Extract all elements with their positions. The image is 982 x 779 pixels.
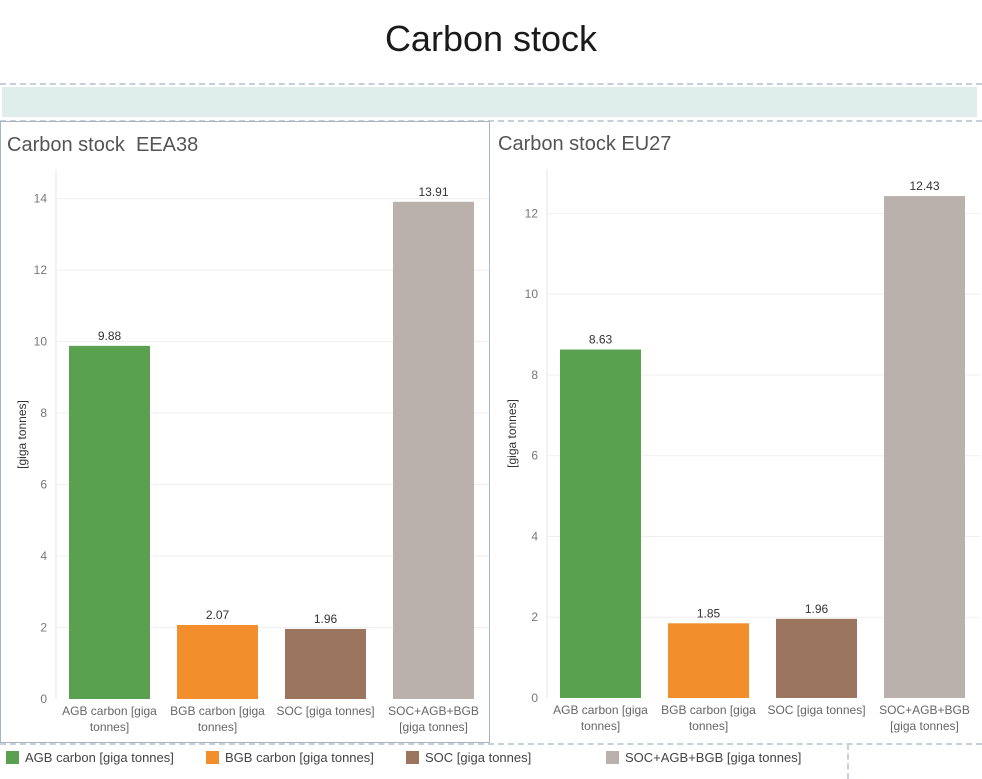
data-label-soc-eu27: 1.96 [805, 602, 829, 616]
y-tick-label: 10 [34, 335, 48, 349]
legend: AGB carbon [giga tonnes] BGB carbon [gig… [0, 744, 848, 779]
filter-band [2, 87, 977, 117]
y-tick-label: 12 [34, 263, 48, 277]
page-title: Carbon stock [384, 18, 598, 59]
bar-chart-eu27: 0 2 4 6 8 10 12 [giga tonnes] 8.63 AGB carbon [gi… [505, 169, 980, 733]
chart-panel-eu27: Carbon stock EU27 0 2 4 6 8 10 12 [giga tonnes]… [492, 121, 982, 743]
y-tick-label: 0 [40, 692, 47, 706]
legend-item-bgb[interactable]: BGB carbon [giga tonnes] [206, 750, 374, 765]
data-label-soc-eea38: 1.96 [314, 612, 338, 626]
legend-item-total[interactable]: SOC+AGB+BGB [giga tonnes] [606, 750, 801, 765]
divider-mid [0, 120, 982, 122]
x-tick-label-agb-eu27: AGB carbon [giga tonnes] [553, 703, 648, 733]
y-tick-label: 8 [40, 406, 47, 420]
data-label-total-eea38: 13.91 [418, 185, 448, 199]
x-tick-label-total-eea38: SOC+AGB+BGB [giga tonnes] [388, 704, 479, 734]
chart-panel-eea38: Carbon stock EEA38 0 2 4 6 8 10 12 14 [giga tonn… [0, 121, 490, 743]
bar-bgb-eu27[interactable] [668, 623, 749, 698]
chart-title-eea38: Carbon stock EEA38 [7, 134, 199, 156]
divider-bottom [0, 743, 982, 745]
y-axis-title-eu27: [giga tonnes] [505, 399, 519, 468]
legend-swatch-total [606, 751, 619, 764]
x-tick-label-soc-eu27: SOC [giga tonnes] [767, 703, 865, 717]
y-tick-label: 10 [525, 287, 539, 301]
legend-label-agb: AGB carbon [giga tonnes] [25, 750, 174, 765]
y-tick-label: 2 [40, 621, 47, 635]
y-axis-title-eea38: [giga tonnes] [15, 400, 29, 469]
bar-agb-eea38[interactable] [69, 345, 150, 699]
legend-swatch-agb [6, 751, 19, 764]
x-tick-label-bgb-eea38: BGB carbon [giga tonnes] [170, 704, 265, 734]
bar-total-eu27[interactable] [884, 196, 965, 698]
data-label-agb-eu27: 8.63 [589, 333, 613, 347]
legend-label-soc: SOC [giga tonnes] [425, 750, 532, 765]
y-tick-label: 14 [34, 192, 48, 206]
y-tick-label: 2 [531, 610, 538, 624]
x-tick-label-total-eu27: SOC+AGB+BGB [giga tonnes] [879, 703, 970, 733]
x-tick-label-agb-eea38: AGB carbon [giga tonnes] [62, 704, 157, 734]
data-label-total-eu27: 12.43 [909, 179, 939, 193]
chart-title-eu27: Carbon stock EU27 [498, 133, 672, 155]
legend-item-agb[interactable]: AGB carbon [giga tonnes] [6, 750, 174, 765]
legend-label-bgb: BGB carbon [giga tonnes] [225, 750, 374, 765]
data-label-agb-eea38: 9.88 [98, 329, 122, 343]
bar-chart-eea38: 0 2 4 6 8 10 12 14 [giga tonnes] 9.88 AGB carbon [… [15, 170, 489, 734]
bar-soc-eea38[interactable] [285, 628, 366, 699]
legend-label-total: SOC+AGB+BGB [giga tonnes] [625, 750, 802, 765]
x-tick-label-soc-eea38: SOC [giga tonnes] [276, 704, 374, 718]
bar-agb-eu27[interactable] [560, 349, 641, 698]
legend-swatch-soc [406, 751, 419, 764]
data-label-bgb-eu27: 1.85 [697, 606, 721, 620]
y-tick-label: 6 [40, 478, 47, 492]
divider-top [0, 83, 982, 85]
y-tick-label: 4 [531, 529, 538, 543]
legend-swatch-bgb [206, 751, 219, 764]
legend-item-soc[interactable]: SOC [giga tonnes] [406, 750, 531, 765]
bar-total-eea38[interactable] [393, 201, 474, 699]
y-tick-label: 8 [531, 368, 538, 382]
y-tick-label: 6 [531, 449, 538, 463]
y-tick-label: 12 [525, 206, 539, 220]
data-label-bgb-eea38: 2.07 [206, 608, 230, 622]
y-tick-label: 4 [40, 549, 47, 563]
bar-bgb-eea38[interactable] [177, 625, 258, 699]
bar-soc-eu27[interactable] [776, 618, 857, 698]
divider-legend-right [847, 744, 849, 779]
y-tick-label: 0 [531, 691, 538, 705]
x-tick-label-bgb-eu27: BGB carbon [giga tonnes] [661, 703, 756, 733]
